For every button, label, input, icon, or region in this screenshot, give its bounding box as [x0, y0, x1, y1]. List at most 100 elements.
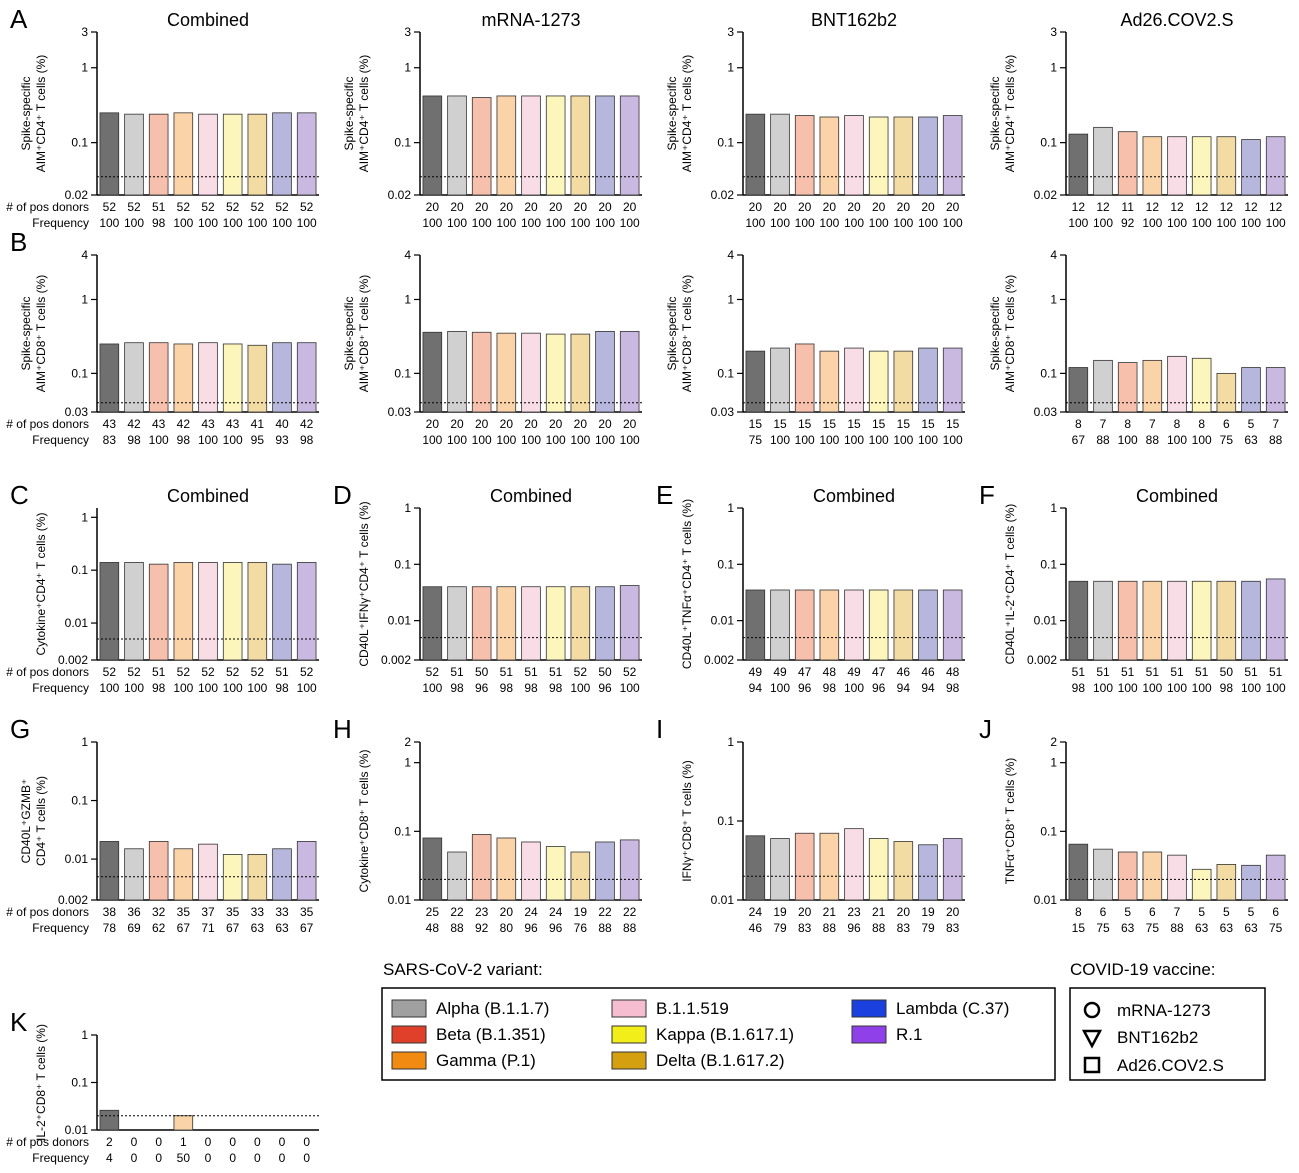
pos-donors: 42 [177, 417, 191, 431]
pos-donors: 42 [300, 417, 314, 431]
bar [918, 116, 938, 196]
frequency: 80 [500, 921, 514, 935]
pos-donors: 52 [127, 665, 141, 679]
y-tick-label: 1 [81, 1028, 88, 1042]
pos-donors: 20 [847, 200, 861, 214]
pos-donors: 0 [205, 1135, 212, 1149]
frequency: 100 [1192, 216, 1212, 230]
bar [794, 832, 815, 901]
bar [1068, 843, 1089, 901]
bar [496, 837, 517, 901]
frequency: 88 [1269, 433, 1283, 447]
frequency: 96 [524, 921, 538, 935]
y-tick-label: 1 [404, 756, 411, 770]
frequency: 98 [450, 681, 464, 695]
legend-swatch [391, 1051, 427, 1070]
y-tick-label: 1 [81, 735, 88, 749]
pos-donors: 19 [574, 905, 588, 919]
frequency: 62 [152, 921, 166, 935]
frequency: 100 [198, 681, 218, 695]
frequency: 98 [524, 681, 538, 695]
pos-donors: 51 [1244, 665, 1258, 679]
frequency: 98 [177, 433, 191, 447]
pos-donors: 15 [897, 417, 911, 431]
frequency: 100 [620, 216, 640, 230]
pos-donors: 22 [623, 905, 637, 919]
chart-title: Combined [167, 486, 249, 506]
bar [893, 589, 914, 661]
frequency: 100 [570, 216, 590, 230]
bar [1241, 580, 1261, 661]
panel-letter: C [10, 480, 29, 510]
bar [296, 562, 317, 661]
bar [868, 350, 889, 413]
y-tick-label: 0.01 [65, 616, 89, 630]
bar [745, 589, 766, 661]
chart-title: Combined [167, 10, 249, 30]
y-tick-label: 0.1 [71, 563, 88, 577]
y-axis-label: CD40L⁺GZMB⁺ [19, 779, 33, 864]
pos-donors: 20 [773, 200, 787, 214]
bar [1265, 578, 1286, 661]
bar [770, 113, 790, 196]
pos-donors: 21 [823, 905, 837, 919]
chart-title: mRNA-1273 [481, 10, 580, 30]
y-tick-label: 0.02 [1034, 188, 1058, 202]
pos-donors: 15 [872, 417, 886, 431]
frequency: 63 [251, 921, 265, 935]
y-tick-label: 4 [404, 248, 411, 262]
frequency: 100 [422, 681, 442, 695]
bar [619, 839, 640, 901]
variant-legend-box [381, 987, 1056, 1081]
bar [1265, 854, 1286, 901]
bar [496, 332, 517, 413]
frequency: 63 [1195, 921, 1209, 935]
pos-donors: 20 [524, 417, 538, 431]
pos-donors: 52 [426, 665, 440, 679]
pos-donors: 49 [847, 665, 861, 679]
panel-letter: I [656, 714, 663, 744]
frequency: 100 [99, 216, 119, 230]
y-tick-label: 2 [404, 735, 411, 749]
y-tick-label: 0.002 [58, 893, 88, 907]
frequency: 100 [173, 216, 193, 230]
bar [198, 843, 218, 901]
y-tick-label: 0.03 [388, 405, 412, 419]
frequency: 78 [103, 921, 117, 935]
frequency: 0 [205, 1151, 212, 1165]
y-tick-label: 0.01 [388, 614, 412, 628]
panel-letter: B [10, 227, 27, 257]
count-row-label: # of pos donors [6, 905, 89, 919]
y-axis-label: IL-2⁺CD8⁺ T cells (%) [34, 1024, 48, 1141]
frequency: 0 [131, 1151, 138, 1165]
bar [296, 841, 317, 901]
frequency: 98 [300, 433, 314, 447]
bar [1093, 126, 1113, 196]
frequency: 67 [300, 921, 314, 935]
bar [173, 848, 194, 901]
y-axis-label: IFNγ⁺CD8⁺ T cells (%) [680, 760, 694, 882]
pos-donors: 20 [500, 200, 514, 214]
frequency: 63 [1220, 921, 1234, 935]
frequency: 100 [223, 433, 243, 447]
frequency: 100 [521, 216, 541, 230]
bar [918, 347, 938, 413]
bar [422, 331, 443, 413]
bar [471, 834, 492, 901]
y-axis-label: AIM⁺CD4⁺ T cells (%) [1003, 55, 1017, 173]
y-tick-label: 0.002 [381, 653, 411, 667]
y-tick-label: 0.03 [711, 405, 735, 419]
pos-donors: 52 [300, 665, 314, 679]
bar [1093, 580, 1113, 661]
vaccine-legend-label: BNT162b2 [1117, 1028, 1198, 1047]
bar [1167, 355, 1187, 413]
pos-donors: 20 [475, 200, 489, 214]
pos-donors: 33 [275, 905, 289, 919]
bar [521, 586, 541, 661]
vaccine-legend-title: COVID-19 vaccine: [1070, 960, 1216, 979]
legend-label: B.1.1.519 [656, 999, 729, 1018]
pos-donors: 37 [201, 905, 215, 919]
pos-donors: 51 [275, 665, 289, 679]
y-tick-label: 0.1 [717, 814, 734, 828]
pos-donors: 20 [450, 200, 464, 214]
